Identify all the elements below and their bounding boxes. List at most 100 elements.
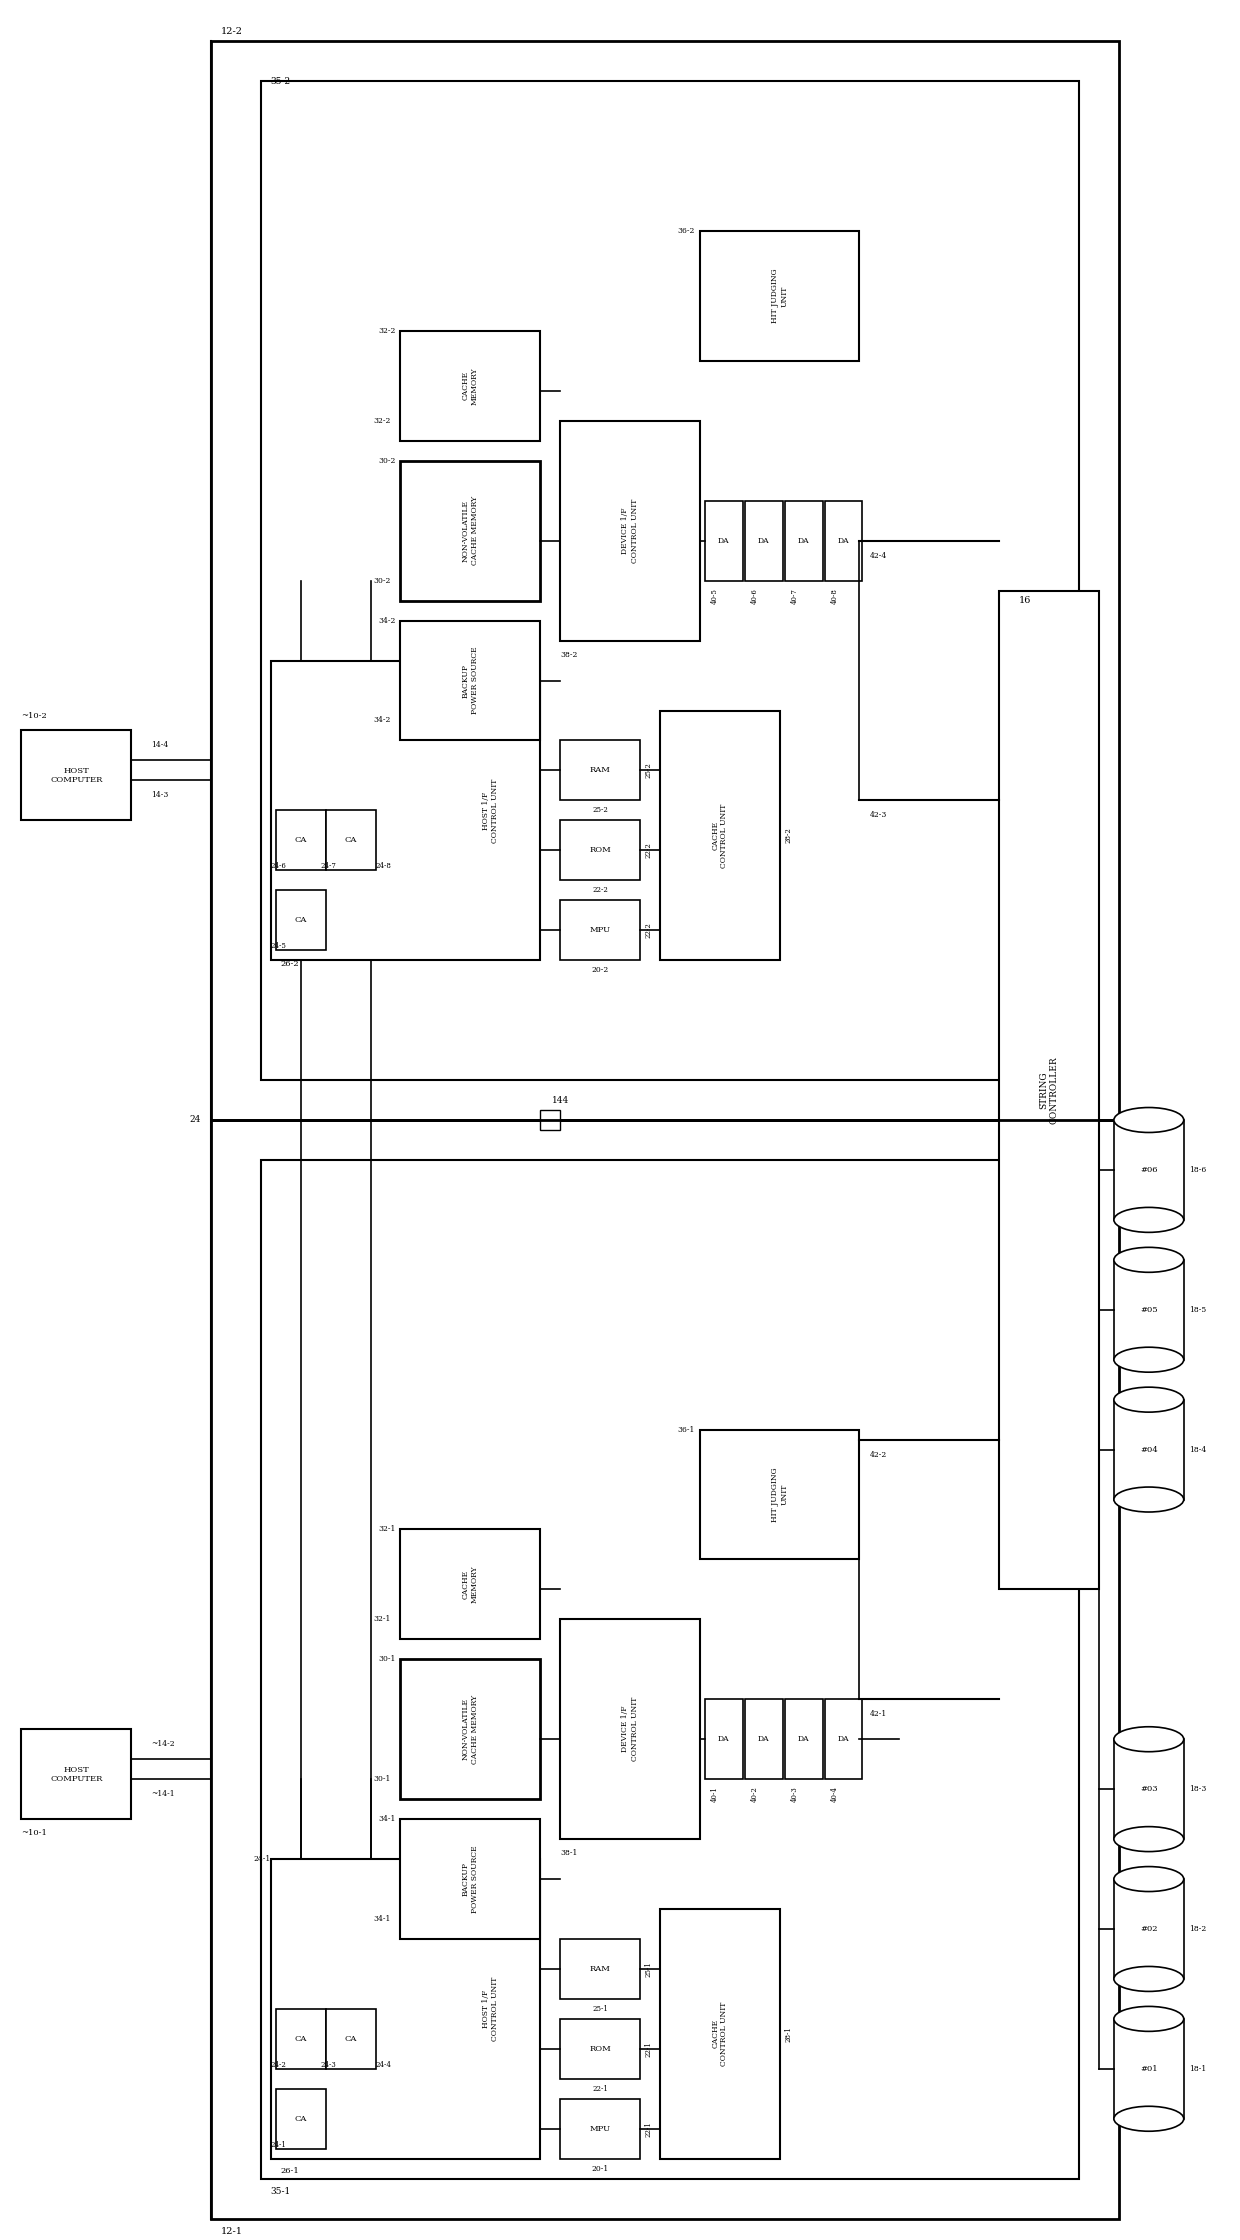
Text: 38-1: 38-1 [560, 1848, 578, 1857]
Bar [745, 1700, 782, 1779]
Bar [275, 811, 326, 871]
Text: 40-6: 40-6 [750, 587, 759, 603]
Text: 22-1: 22-1 [593, 2085, 608, 2092]
Bar [260, 1160, 1079, 2180]
Bar [326, 811, 376, 871]
Ellipse shape [1114, 1346, 1184, 1373]
Bar [270, 1859, 541, 2159]
Bar [660, 1908, 780, 2159]
Text: DEVICE 1/F
CONTROL UNIT: DEVICE 1/F CONTROL UNIT [621, 1698, 639, 1761]
Text: 40-8: 40-8 [831, 587, 838, 603]
Bar [704, 1700, 743, 1779]
Text: CACHE
MEMORY: CACHE MEMORY [461, 367, 479, 405]
Bar [785, 502, 822, 580]
Text: DA: DA [718, 538, 729, 544]
Text: 28-2: 28-2 [785, 827, 792, 842]
Text: 32-1: 32-1 [373, 1615, 391, 1624]
Bar [275, 889, 326, 950]
Text: MPU: MPU [589, 925, 610, 934]
Text: ROM: ROM [589, 847, 611, 853]
Text: 18-2: 18-2 [1189, 1924, 1207, 1933]
Text: DA: DA [758, 538, 770, 544]
Text: MPU: MPU [589, 2126, 610, 2132]
Bar [560, 2018, 640, 2079]
Text: 40-3: 40-3 [791, 1785, 799, 1801]
Text: 36-2: 36-2 [677, 226, 694, 235]
Ellipse shape [1114, 1207, 1184, 1232]
Bar [21, 1729, 131, 1819]
Bar [260, 81, 1079, 1080]
Bar [1114, 1879, 1184, 1978]
Bar [560, 900, 640, 961]
Bar [401, 1660, 541, 1799]
Bar [21, 730, 131, 820]
Text: 25-1: 25-1 [593, 2005, 608, 2014]
Text: DA: DA [838, 1736, 849, 1743]
Text: NON-VOLATILE
CACHE MEMORY: NON-VOLATILE CACHE MEMORY [461, 497, 479, 564]
Text: 30-1: 30-1 [378, 1655, 396, 1664]
Text: 25-1: 25-1 [645, 1960, 653, 1978]
Text: 24-4: 24-4 [376, 2061, 392, 2070]
Bar [1114, 1120, 1184, 1221]
Text: 22-1: 22-1 [645, 2121, 653, 2137]
Text: HOST 1/F
CONTROL UNIT: HOST 1/F CONTROL UNIT [481, 777, 498, 842]
Text: 40-7: 40-7 [791, 587, 799, 603]
Text: 32-2: 32-2 [378, 327, 396, 336]
Text: CA: CA [295, 2115, 308, 2124]
Ellipse shape [1114, 1487, 1184, 1512]
Text: 40-1: 40-1 [711, 1785, 719, 1803]
Text: 24-6: 24-6 [270, 862, 286, 871]
Text: NON-VOLATILE
CACHE MEMORY: NON-VOLATILE CACHE MEMORY [461, 1696, 479, 1763]
Text: 32-1: 32-1 [378, 1525, 396, 1534]
Bar [541, 1111, 560, 1129]
Text: DA: DA [758, 1736, 770, 1743]
Text: 42-4: 42-4 [869, 551, 887, 560]
Bar [1114, 1738, 1184, 1839]
Text: 26-1: 26-1 [280, 2166, 300, 2175]
Text: STRING
CONTROLLER: STRING CONTROLLER [1039, 1057, 1059, 1124]
Text: 144: 144 [552, 1095, 569, 1104]
Text: CACHE
CONTROL UNIT: CACHE CONTROL UNIT [712, 804, 728, 867]
Bar [326, 2009, 376, 2070]
Text: 16: 16 [1019, 596, 1032, 605]
Text: HOST
COMPUTER: HOST COMPUTER [50, 766, 103, 784]
Text: RAM: RAM [589, 1964, 610, 1973]
Text: 34-2: 34-2 [373, 717, 391, 724]
Ellipse shape [1114, 1248, 1184, 1272]
Text: 24-1: 24-1 [253, 1855, 270, 1864]
Ellipse shape [1114, 1866, 1184, 1891]
Text: CA: CA [295, 916, 308, 925]
Text: 28-1: 28-1 [785, 2025, 792, 2043]
Ellipse shape [1114, 1727, 1184, 1752]
Text: DA: DA [838, 538, 849, 544]
Text: #01: #01 [1140, 2065, 1158, 2072]
Bar [401, 1530, 541, 1640]
Text: ROM: ROM [589, 2045, 611, 2052]
Text: CACHE
CONTROL UNIT: CACHE CONTROL UNIT [712, 2003, 728, 2065]
Bar [401, 1819, 541, 1940]
Bar [785, 1700, 822, 1779]
Bar [270, 661, 541, 961]
Text: #03: #03 [1140, 1785, 1158, 1794]
Bar [275, 2009, 326, 2070]
Text: DA: DA [797, 538, 810, 544]
Text: 40-4: 40-4 [831, 1785, 838, 1803]
Text: CACHE
MEMORY: CACHE MEMORY [461, 1566, 479, 1604]
Text: ~14-2: ~14-2 [151, 1740, 175, 1747]
Text: 25-2: 25-2 [593, 806, 608, 815]
Text: 34-2: 34-2 [378, 616, 396, 625]
Text: HOST 1/F
CONTROL UNIT: HOST 1/F CONTROL UNIT [481, 1976, 498, 2041]
Bar [660, 710, 780, 961]
Ellipse shape [1114, 2106, 1184, 2130]
Text: 32-2: 32-2 [373, 417, 391, 426]
Text: #02: #02 [1140, 1924, 1158, 1933]
Text: 42-2: 42-2 [869, 1452, 887, 1458]
Text: #06: #06 [1140, 1167, 1158, 1174]
Text: ~10-1: ~10-1 [21, 1830, 47, 1837]
Text: 18-3: 18-3 [1189, 1785, 1207, 1794]
Text: 24-5: 24-5 [270, 943, 286, 950]
Text: 26-2: 26-2 [280, 961, 299, 968]
Ellipse shape [1114, 1107, 1184, 1133]
Text: 20-2: 20-2 [591, 965, 609, 974]
Text: 34-1: 34-1 [378, 1814, 396, 1823]
